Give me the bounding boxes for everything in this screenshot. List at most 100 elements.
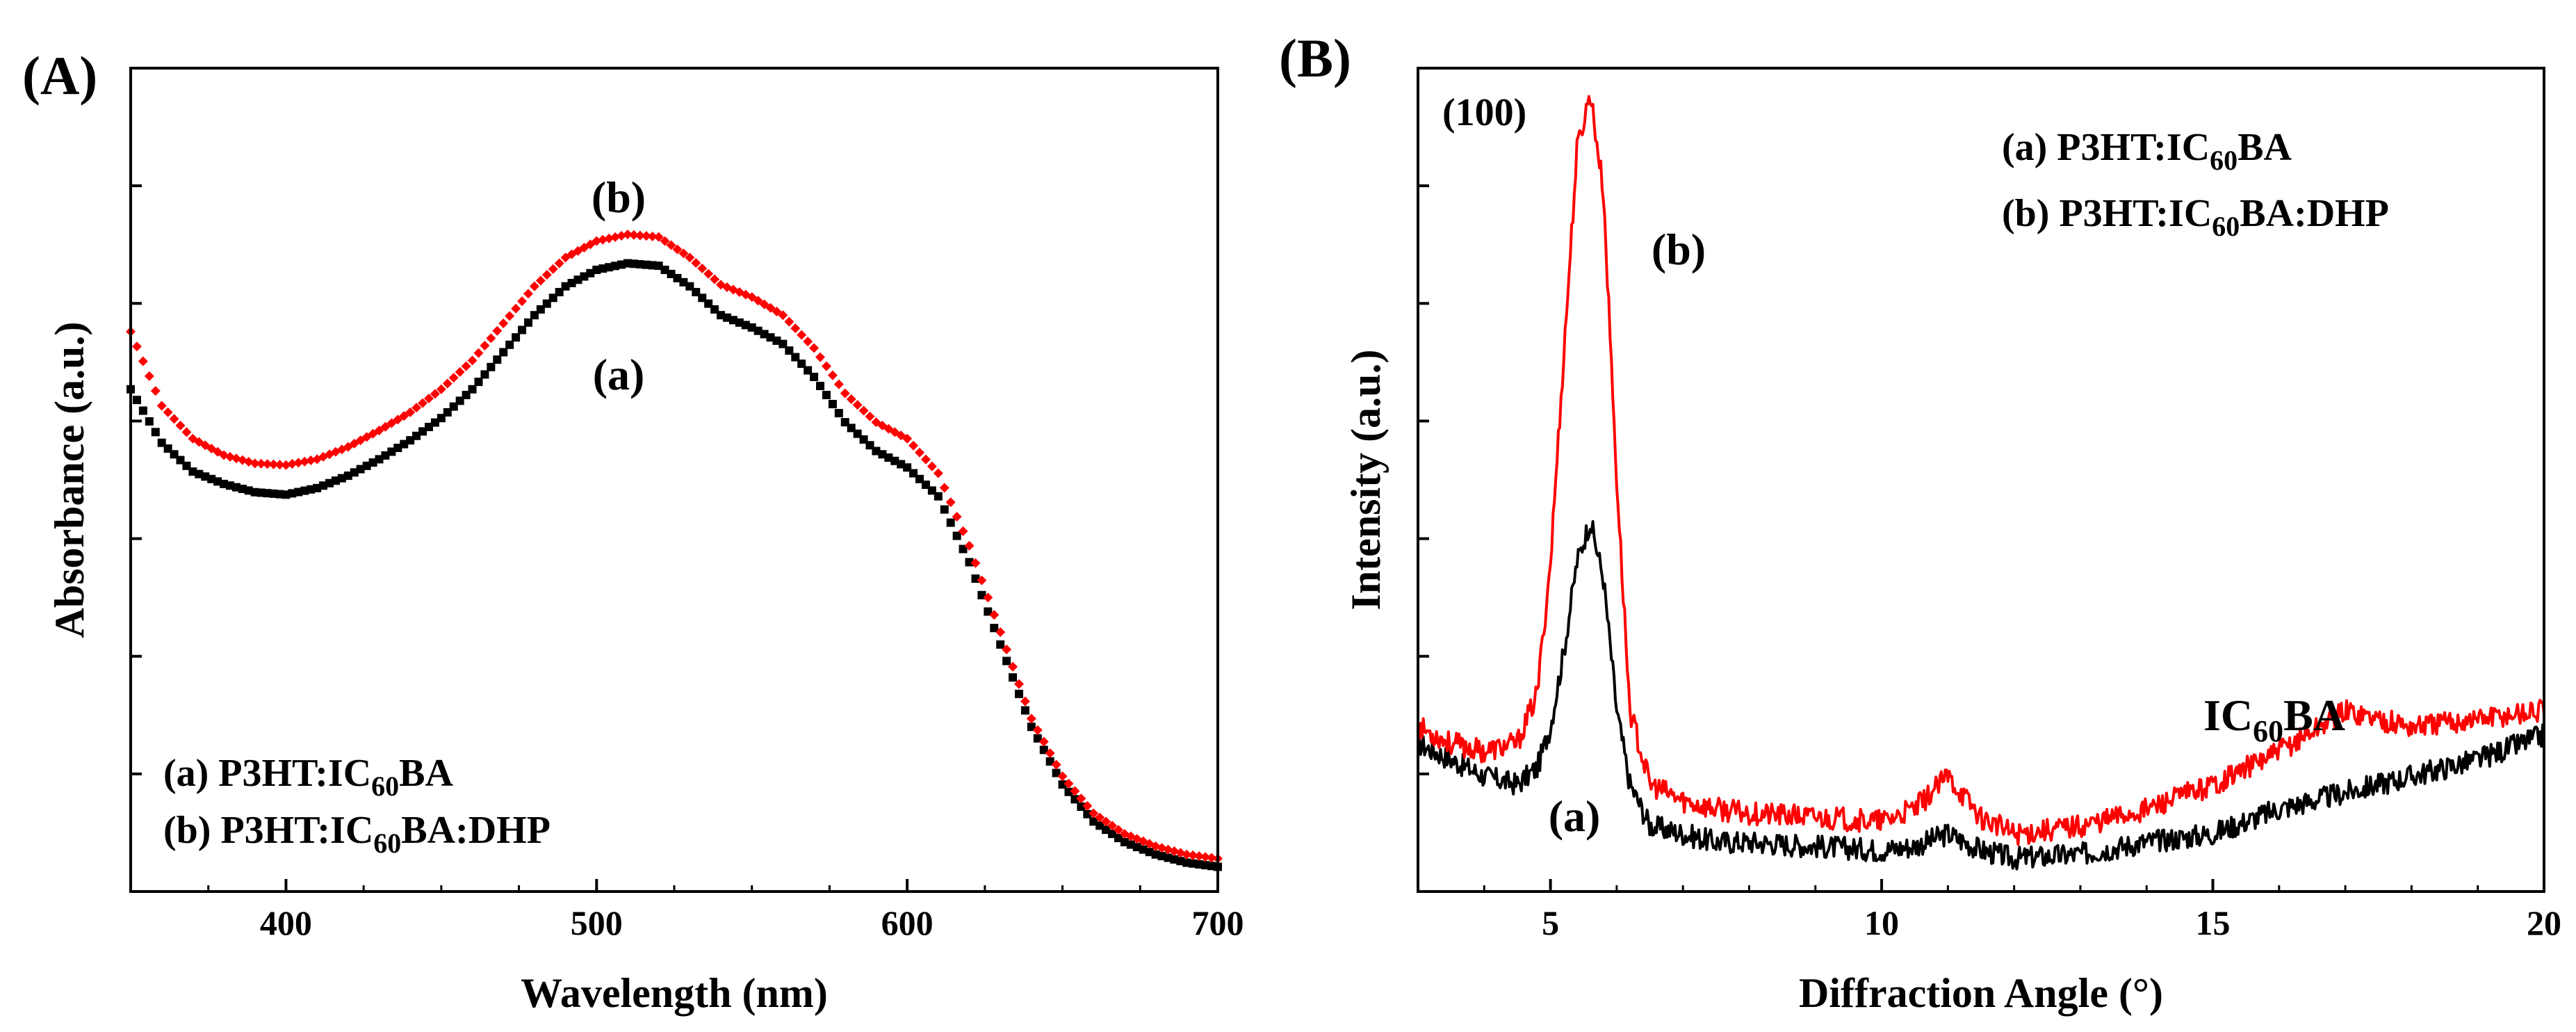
data-point-b [1063,778,1074,789]
data-point-a [822,391,831,400]
panel-b-annotation-ic60ba: IC60BA [2203,691,2345,748]
legend-subscript: 60 [2210,145,2237,176]
data-point-b [678,248,689,259]
data-point-b [281,460,291,470]
data-point-b [622,229,633,240]
data-point-a [1052,768,1061,777]
data-point-a [791,353,800,362]
data-point-b [821,361,831,371]
data-point-a [965,558,974,567]
data-point-b [1200,852,1211,862]
panel-b-label: (B) [1279,28,1351,88]
data-point-b [535,275,546,286]
legend-text: (a) P3HT:IC [163,752,371,795]
data-point-b [983,592,993,603]
data-point-b [604,233,614,243]
data-point-b [797,330,807,340]
data-point-b [753,296,763,306]
data-point-b [492,325,503,336]
data-point-a [523,318,532,327]
data-point-b [945,497,956,508]
panel-b-axes-frame [1417,67,2545,893]
data-point-a [804,366,813,375]
panel-a-legend-entry-a: (a) P3HT:IC60BA [163,752,453,802]
data-point-b [598,234,608,245]
panel-a-annotation-a: (a) [593,350,645,399]
data-point-b [747,292,757,303]
data-point-a [1009,673,1018,682]
x-tick-label: 400 [260,903,312,942]
data-point-b [920,454,931,465]
data-point-b [1014,679,1025,689]
data-point-a [1033,734,1042,743]
data-point-b [852,400,863,410]
data-point-a [487,362,496,371]
data-point-b [529,281,539,291]
data-point-b [958,526,968,536]
data-point-b [995,627,1006,638]
panel-b-plot-area [1417,95,2545,871]
legend-subscript: 60 [371,771,399,802]
panel-a: (A) 400 500 600 700 Wavelength (nm) Absorba… [22,45,1244,1016]
data-point-a [132,396,141,405]
data-point-b [393,414,403,425]
legend-text: BA [399,752,453,795]
data-point-b [989,610,1000,620]
legend-subscript: 60 [2212,211,2240,242]
data-point-b [380,421,391,432]
series-a-markers [127,259,1222,871]
data-point-b [262,459,272,469]
data-point-b [250,458,260,469]
series-a-line [1417,519,2545,871]
data-point-b [548,264,558,274]
data-point-b [1207,853,1217,863]
data-point-b [306,455,316,466]
data-point-b [467,355,478,366]
data-point-a [1027,723,1036,732]
data-point-b [169,414,179,424]
x-tick-label: 600 [881,903,934,942]
data-point-b [156,401,167,411]
data-point-b [809,343,820,353]
data-point-b [915,447,925,458]
panel-a-legend: (a) P3HT:IC60BA (b) P3HT:IC60BA:DHP [163,752,551,859]
data-point-a [138,406,147,415]
data-point-b [927,461,937,471]
data-point-b [1008,661,1018,672]
legend-text: (b) P3HT:IC [2002,192,2212,235]
data-point-b [790,323,801,334]
data-point-b [1114,825,1124,835]
data-point-b [697,263,708,273]
panel-b-legend-entry-b: (b) P3HT:IC60BA:DHP [2002,192,2389,242]
data-point-b [517,296,528,307]
data-point-a [984,607,993,616]
data-point-b [131,341,142,352]
panel-b: (B) 5 10 15 20 Diffraction Angle (°) Intens… [1279,28,2561,1016]
data-point-a [512,333,521,342]
data-point-b [455,366,465,377]
data-point-b [628,229,639,240]
data-point-a [810,373,819,381]
data-point-b [300,456,310,467]
data-point-b [592,236,602,246]
data-point-b [181,427,192,437]
data-point-b [523,289,533,299]
panel-a-legend-entry-b: (b) P3HT:IC60BA:DHP [163,809,551,859]
data-point-b [436,384,446,394]
x-tick-label: 10 [1864,903,1899,942]
data-point-b [430,389,440,399]
panel-b-legend: (a) P3HT:IC60BA (b) P3HT:IC60BA:DHP [2002,126,2389,242]
data-point-b [635,230,645,241]
data-point-b [1045,748,1055,759]
data-point-b [660,236,670,246]
data-point-b [977,575,987,586]
data-point-b [691,258,701,268]
data-point-b [933,468,943,478]
x-tick-label: 20 [2527,903,2561,942]
data-point-b [268,459,279,469]
panel-a-ticks: 400 500 600 700 [129,184,1244,942]
panel-b-y-axis-label: Intensity (a.u.) [1343,349,1389,610]
data-point-a [816,382,825,391]
data-point-a [505,340,514,349]
data-point-b [964,540,975,551]
